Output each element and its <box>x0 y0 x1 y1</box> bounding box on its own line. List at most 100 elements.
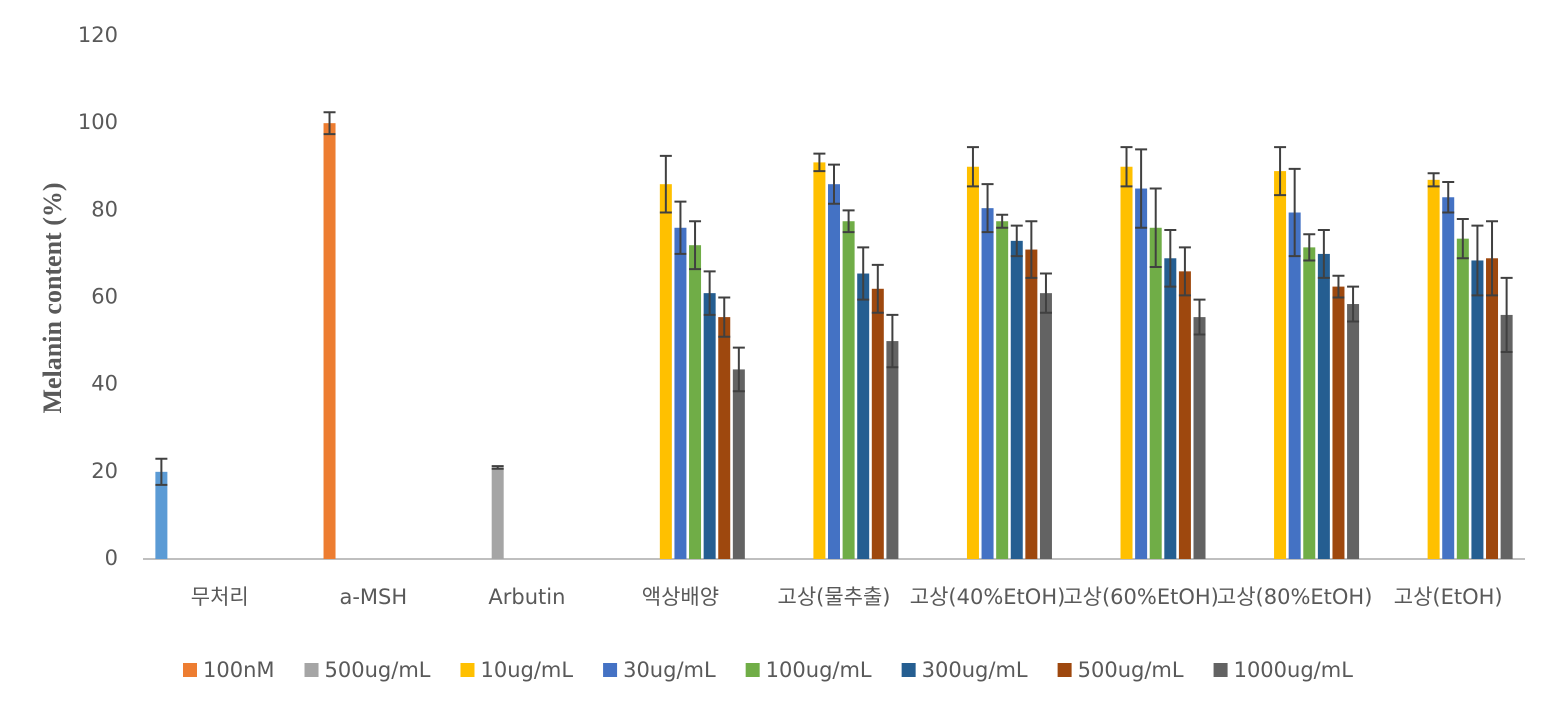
legend-swatch <box>901 663 916 677</box>
error-bar <box>491 465 504 470</box>
error-bar <box>155 457 168 486</box>
error-bar <box>1120 146 1133 188</box>
bar <box>674 227 687 559</box>
legend-swatch <box>603 663 618 677</box>
error-bar <box>1288 167 1301 258</box>
bar <box>689 245 702 559</box>
error-bar <box>732 346 745 393</box>
error-bar <box>1178 246 1191 297</box>
bar <box>1274 171 1287 559</box>
bar <box>1317 253 1330 559</box>
x-tick-label: 고상(EtOH) <box>1394 585 1503 609</box>
legend-label: 10ug/mL <box>480 658 573 682</box>
y-tick-label: 100 <box>78 110 118 134</box>
error-bar <box>1274 146 1287 197</box>
error-bar <box>674 200 687 255</box>
bar <box>1486 258 1499 559</box>
error-bar <box>1442 181 1455 214</box>
error-bar <box>828 163 840 205</box>
bar <box>1178 271 1191 559</box>
error-bar <box>857 246 870 301</box>
legend-label: 100ug/mL <box>766 658 872 682</box>
error-bar <box>886 313 899 369</box>
bar <box>813 162 826 559</box>
y-tick-label: 0 <box>105 546 118 570</box>
error-bar <box>1317 228 1330 279</box>
legend-swatch <box>183 663 197 677</box>
error-bar <box>1427 172 1440 188</box>
bar <box>703 293 716 559</box>
error-bar <box>703 270 716 316</box>
error-bar <box>1303 233 1316 262</box>
error-bar <box>718 296 731 338</box>
bar <box>1471 260 1484 559</box>
error-bar <box>996 213 1009 229</box>
bar <box>1025 249 1038 559</box>
error-bar <box>1486 220 1499 297</box>
y-axis-title: Melanin content (%) <box>38 182 67 413</box>
bar <box>1442 197 1455 559</box>
bar <box>1500 314 1513 559</box>
bar <box>1427 179 1440 559</box>
error-bar <box>1149 187 1162 268</box>
error-bar <box>981 183 994 234</box>
error-bar <box>871 263 884 314</box>
legend-swatch <box>460 663 475 677</box>
error-bar <box>842 209 855 234</box>
legend-label: 500ug/mL <box>325 658 431 682</box>
bar <box>1288 212 1301 559</box>
bar <box>828 184 840 559</box>
bar <box>323 123 336 560</box>
bar <box>1010 240 1023 559</box>
bar <box>1303 247 1316 560</box>
error-bar <box>1039 272 1052 314</box>
bar <box>857 273 870 559</box>
legend-label: 100nM <box>203 658 275 682</box>
bar <box>996 221 1009 559</box>
bar <box>886 341 899 559</box>
error-bar <box>1332 274 1345 299</box>
x-tick-label: 고상(60%EtOH) <box>1063 585 1219 609</box>
bar <box>718 317 731 559</box>
error-bar <box>1135 148 1148 229</box>
x-tick-label: a-MSH <box>339 585 407 609</box>
bar <box>842 221 855 559</box>
y-tick-label: 120 <box>78 23 118 47</box>
bar <box>732 369 745 559</box>
y-tick-label: 40 <box>91 372 118 396</box>
bar <box>155 471 168 559</box>
error-bar <box>1500 276 1513 353</box>
error-bar <box>323 111 336 136</box>
x-tick-label: 고상(물추출) <box>778 585 891 609</box>
error-bar <box>966 146 979 188</box>
error-bar <box>1193 298 1206 336</box>
bar <box>1193 317 1206 559</box>
bar <box>1332 286 1345 559</box>
legend-label: 1000ug/mL <box>1234 658 1354 682</box>
legend-swatch <box>1057 663 1072 677</box>
y-tick-label: 80 <box>91 197 118 221</box>
error-bar <box>1456 218 1469 260</box>
x-tick-label: 무처리 <box>191 585 249 609</box>
error-bar <box>1025 220 1038 279</box>
bar <box>966 166 979 559</box>
bar <box>871 288 884 559</box>
error-bar <box>659 154 672 214</box>
error-bar <box>1164 228 1177 288</box>
bar <box>981 208 994 559</box>
bar <box>1120 166 1133 559</box>
x-tick-label: 고상(80%EtOH) <box>1217 585 1373 609</box>
legend-swatch <box>1213 663 1228 677</box>
error-bar <box>689 220 702 271</box>
error-bar <box>813 152 826 173</box>
legend-swatch <box>745 663 760 677</box>
x-tick-label: 고상(40%EtOH) <box>910 585 1066 609</box>
bar <box>1456 238 1469 559</box>
bar <box>659 184 672 559</box>
bar <box>1135 188 1148 559</box>
bar <box>1149 227 1162 559</box>
legend-label: 30ug/mL <box>623 658 716 682</box>
bar <box>1347 304 1360 559</box>
error-bar <box>1471 224 1484 297</box>
y-tick-label: 60 <box>91 285 118 309</box>
